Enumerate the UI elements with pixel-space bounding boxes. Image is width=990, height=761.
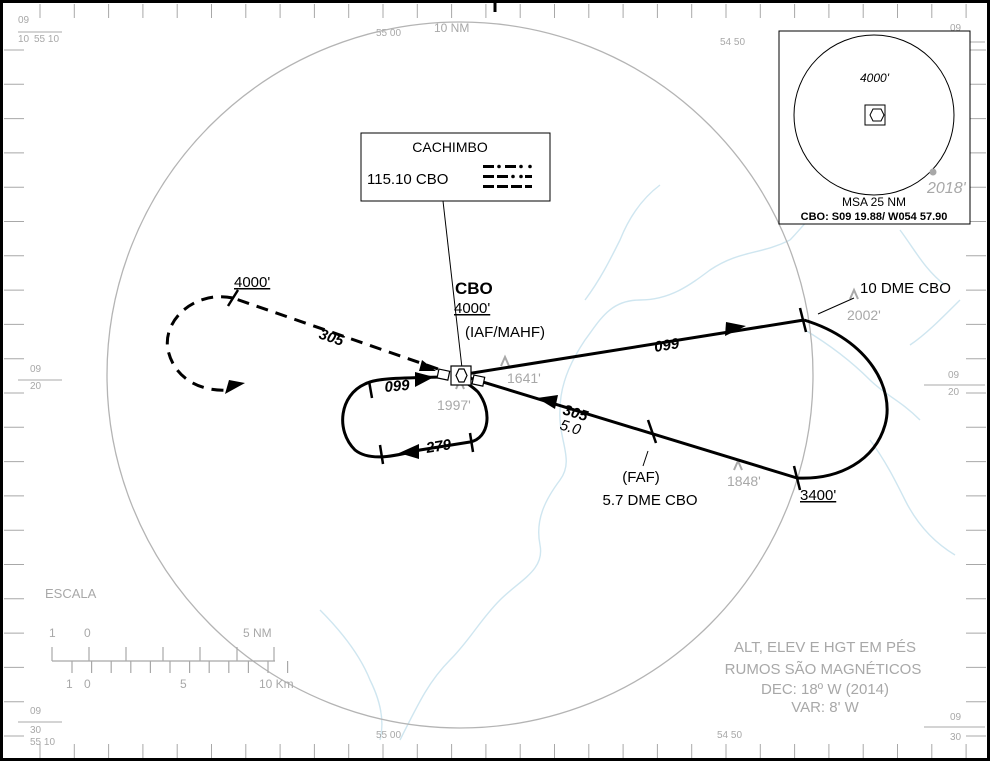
scale-km-10: 10 Km	[259, 677, 294, 691]
msa-circle	[793, 34, 955, 196]
lon-label: 55 00	[376, 28, 401, 39]
morse-code-icon	[483, 164, 532, 188]
msa-inset: 4000' 2018' MSA 25 NM CBO: S09 19.88/ W0…	[778, 30, 971, 225]
lat-label: 09	[18, 15, 30, 26]
arrow-icon	[537, 395, 558, 409]
dme-arc-turn	[796, 318, 889, 480]
msa-label: MSA 25 NM	[842, 195, 906, 209]
lat-label: 09	[950, 23, 962, 34]
inbound-track-099	[459, 318, 805, 377]
lon-label: 54 50	[720, 37, 745, 48]
scale-nm-1: 1	[49, 626, 56, 640]
lon-label: 55 10	[34, 34, 59, 45]
river-3	[584, 184, 661, 301]
note-line: DEC: 18º W (2014)	[761, 681, 889, 698]
vor-cbo-symbol	[436, 365, 486, 387]
note-line: VAR: 8' W	[791, 699, 859, 716]
msa-altitude: 4000'	[860, 71, 890, 85]
lat-label: 09	[30, 706, 42, 717]
river-4	[869, 439, 956, 556]
arrow-icon	[415, 372, 434, 387]
dme-fix-label: 10 DME CBO	[860, 280, 951, 297]
inbound-course: 099	[653, 335, 681, 356]
faf-label: (FAF)	[622, 469, 660, 486]
hold-inbound-course: 099	[384, 377, 411, 396]
dme-fix-leader	[817, 297, 855, 315]
holding-pattern	[341, 375, 489, 459]
hold-altitude: 4000'	[234, 274, 270, 291]
leader-line	[442, 200, 463, 369]
procedure-turn-dashed	[165, 295, 234, 392]
lon-label: 55 00	[376, 730, 401, 741]
procedure-tracks	[165, 295, 889, 480]
obstacle-elev: 1848'	[727, 473, 761, 489]
hold-outbound-course: 279	[424, 436, 453, 457]
vor-name: CACHIMBO	[412, 139, 488, 155]
lat-label: 09	[948, 370, 960, 381]
lat-label: 20	[948, 387, 960, 398]
track-fix-ticks	[226, 289, 808, 491]
final-distance: 5.0	[558, 417, 584, 440]
scale-bar: ESCALA 1 0 5 NM 1 0 5 10 Km	[45, 586, 294, 691]
range-ring-10nm	[106, 21, 814, 729]
note-line: RUMOS SÃO MAGNÉTICOS	[725, 661, 922, 678]
msa-vor-symbol	[864, 104, 886, 126]
msa-obstacle-dot	[929, 168, 937, 176]
river-2	[399, 239, 791, 741]
dme-fix-altitude: 3400'	[800, 487, 836, 504]
lat-label: 09	[30, 364, 42, 375]
lat-label: 10	[18, 34, 30, 45]
scale-nm-5: 5 NM	[243, 626, 272, 640]
msa-box	[778, 30, 971, 225]
scale-title: ESCALA	[45, 586, 97, 601]
vor-info-box: CACHIMBO 115.10 CBO	[360, 132, 551, 202]
obstacle-icon	[849, 287, 859, 300]
range-ring-label: 10 NM	[434, 21, 469, 35]
outbound-dashed-track	[232, 296, 439, 371]
arrow-icon	[725, 322, 746, 336]
scale-km-5: 5	[180, 677, 187, 691]
river-6	[319, 609, 383, 741]
vor-box	[360, 132, 551, 202]
msa-coords: CBO: S09 19.88/ W054 57.90	[801, 211, 948, 223]
river-5	[804, 329, 921, 421]
lat-label: 09	[950, 712, 962, 723]
final-course: 305	[561, 402, 591, 426]
lat-label: 30	[950, 732, 962, 743]
scale-nm-0: 0	[84, 626, 91, 640]
fix-role: (IAF/MAHF)	[465, 324, 545, 341]
arrow-icon	[419, 360, 436, 371]
scale-ticks	[51, 647, 289, 673]
lat-label: 30	[30, 725, 42, 736]
obstacle-elev: 1997'	[437, 397, 471, 413]
river-7	[909, 299, 961, 346]
fix-altitude: 4000'	[454, 300, 490, 317]
faf-dme: 5.7 DME CBO	[602, 492, 697, 509]
final-track-305	[459, 373, 798, 480]
scale-km-1: 1	[66, 677, 73, 691]
vor-frequency: 115.10 CBO	[367, 171, 448, 188]
river-8	[899, 229, 946, 286]
chart-notes: ALT, ELEV E HGT EM PÉS RUMOS SÃO MAGNÉTI…	[725, 639, 922, 716]
fix-ident: CBO	[455, 279, 493, 298]
obstacle-icon	[500, 354, 510, 367]
obstacles: 1641' 1997' 2002' 1848'	[437, 287, 881, 489]
note-line: ALT, ELEV E HGT EM PÉS	[734, 639, 916, 656]
track-arrows	[225, 322, 746, 459]
faf-leader	[642, 450, 649, 467]
arrow-icon	[225, 380, 245, 394]
scale-km-0: 0	[84, 677, 91, 691]
lon-label: 55 10	[30, 737, 55, 748]
lat-label: 20	[30, 381, 42, 392]
msa-obstacle-elev: 2018'	[926, 180, 967, 197]
procedure-labels: CBO 4000' (IAF/MAHF) 4000' 305 099 099 2…	[234, 274, 951, 509]
msa-vor-hexagon	[869, 108, 885, 122]
arrow-icon	[399, 444, 419, 459]
obstacle-elev: 2002'	[847, 307, 881, 323]
obstacle-elev: 1641'	[507, 370, 541, 386]
lon-label: 54 50	[717, 730, 742, 741]
